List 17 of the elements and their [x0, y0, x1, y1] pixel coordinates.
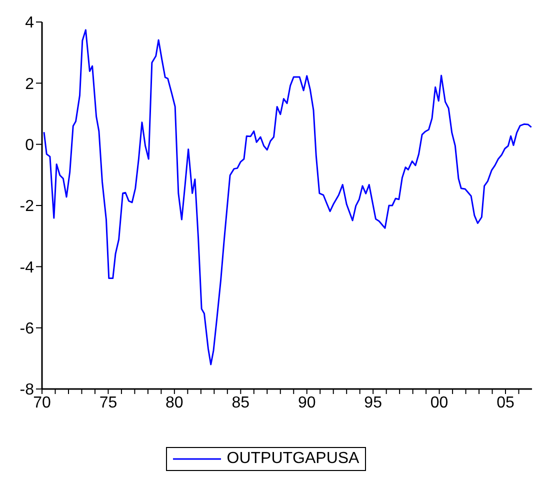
- y-tick-label: 4: [25, 14, 34, 32]
- x-tick-label: 75: [99, 394, 118, 412]
- x-tick-label: 70: [33, 394, 51, 412]
- y-tick-label: -2: [20, 198, 34, 216]
- x-tick-label: 90: [298, 394, 316, 412]
- y-tick-label: -6: [20, 320, 34, 338]
- y-tick-label: 0: [25, 137, 34, 154]
- x-tick-label: 85: [232, 394, 250, 412]
- y-tick-label: -4: [20, 259, 34, 276]
- x-tick-label: 95: [364, 394, 382, 412]
- y-tick-label: 2: [25, 76, 34, 93]
- y-tick-label: -8: [20, 382, 34, 399]
- legend-label: OUTPUTGAPUSA: [226, 450, 360, 468]
- x-tick-label: 00: [430, 394, 448, 412]
- line-series: [43, 29, 532, 366]
- x-tick-label: 80: [166, 394, 184, 412]
- x-tick-label: 05: [496, 394, 515, 412]
